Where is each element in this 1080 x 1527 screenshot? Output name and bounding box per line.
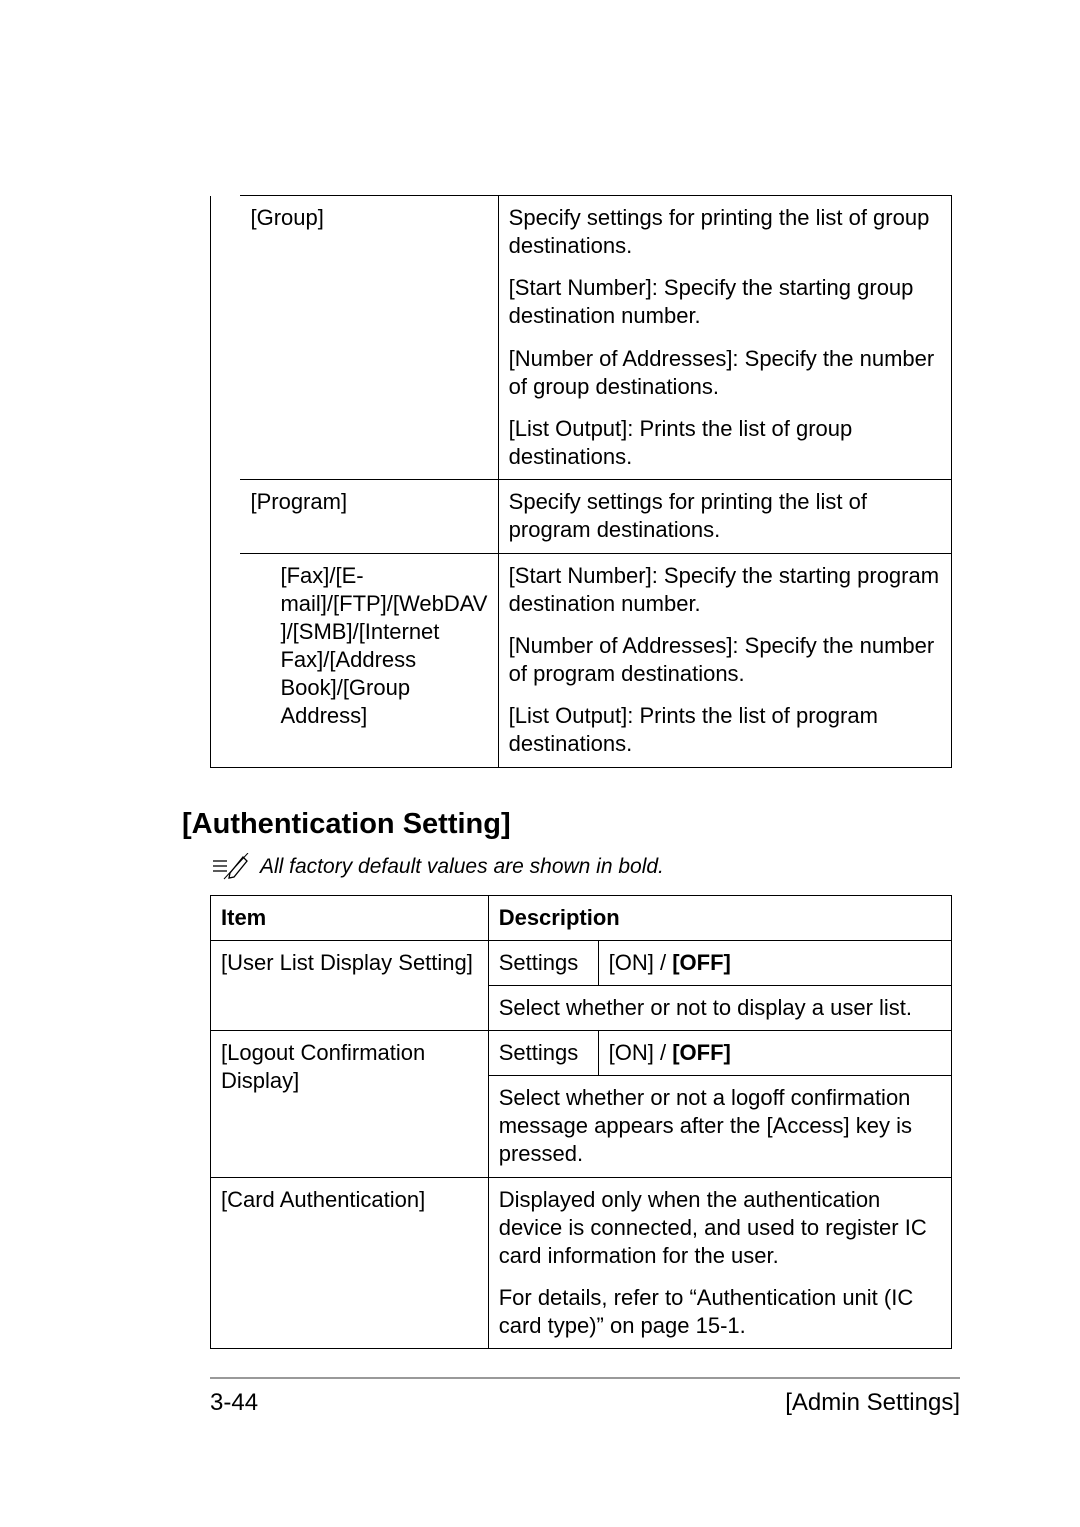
program-desc: Specify settings for printing the list o… [509,489,867,542]
r2-on: [ON] / [609,1040,673,1065]
group-desc-2: [Start Number]: Specify the starting gro… [509,274,941,330]
header-item: Item [211,895,489,940]
sub-desc-2: [Number of Addresses]: Specify the numbe… [509,632,941,688]
sub-desc-cell: [Start Number]: Specify the starting pro… [498,553,951,767]
note-icon [210,853,250,881]
section-heading: [Authentication Setting] [182,808,960,841]
r3-item-cell: [Card Authentication] [211,1177,489,1349]
group-program-table: [Group] Specify settings for printing th… [210,195,952,768]
r3-body-2: For details, refer to “Authentication un… [499,1284,941,1340]
footer-right: [Admin Settings] [785,1389,960,1417]
sub-label: [Fax]/[E-mail]/[FTP]/[WebDAV]/[SMB]/[Int… [280,563,487,729]
note-text: All factory default values are shown in … [260,855,664,879]
r2-settings-label: Settings [488,1030,598,1075]
r2-settings-value: [ON] / [OFF] [598,1030,951,1075]
r3-body-cell: Displayed only when the authentication d… [488,1177,951,1349]
r3-body-1: Displayed only when the authentication d… [499,1186,941,1270]
r1-off: [OFF] [672,950,731,975]
r1-body: Select whether or not to display a user … [488,985,951,1030]
program-label-cell: [Program] [240,480,498,553]
r2-off: [OFF] [672,1040,731,1065]
group-desc-1: Specify settings for printing the list o… [509,204,941,260]
r2-item: [Logout Confirmation Display] [221,1040,425,1093]
page: [Group] Specify settings for printing th… [0,0,1080,1527]
sub-desc-3: [List Output]: Prints the list of progra… [509,702,941,758]
indent-cell [211,553,241,767]
top-margin [210,0,960,195]
header-description: Description [488,895,951,940]
group-label: [Group] [250,205,323,230]
auth-settings-table: Item Description [User List Display Sett… [210,895,952,1350]
indent-cell [211,480,241,553]
indent-cell-2 [240,553,270,767]
r2-item-cell: [Logout Confirmation Display] [211,1030,489,1177]
r2-body: Select whether or not a logoff confirmat… [488,1076,951,1177]
sub-desc-1: [Start Number]: Specify the starting pro… [509,562,941,618]
sub-label-cell: [Fax]/[E-mail]/[FTP]/[WebDAV]/[SMB]/[Int… [270,553,498,767]
indent-cell [211,196,241,480]
program-label: [Program] [250,489,347,514]
r1-item-cell: [User List Display Setting] [211,940,489,1030]
group-label-cell: [Group] [240,196,498,480]
group-desc-4: [List Output]: Prints the list of group … [509,415,941,471]
page-footer: 3-44 [Admin Settings] [210,1377,960,1417]
r1-item: [User List Display Setting] [221,950,473,975]
r1-settings-value: [ON] / [OFF] [598,940,951,985]
group-desc-3: [Number of Addresses]: Specify the numbe… [509,345,941,401]
footer-left: 3-44 [210,1389,258,1417]
program-desc-cell: Specify settings for printing the list o… [498,480,951,553]
r3-item: [Card Authentication] [221,1187,425,1212]
note-row: All factory default values are shown in … [210,853,960,881]
r1-settings-label: Settings [488,940,598,985]
group-desc-cell: Specify settings for printing the list o… [498,196,951,480]
r1-on: [ON] / [609,950,673,975]
